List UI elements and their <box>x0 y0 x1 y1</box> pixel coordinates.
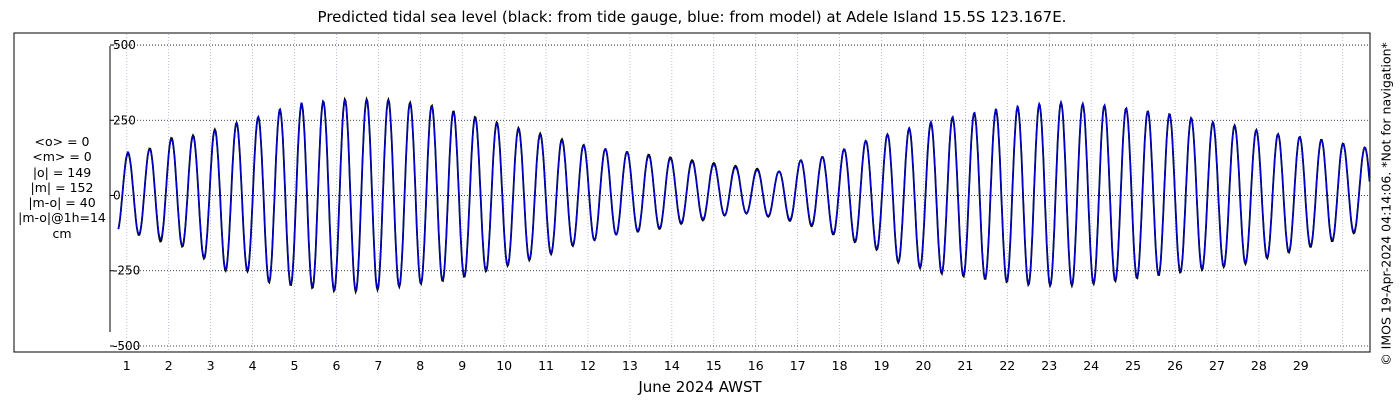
x-tick-label: 3 <box>207 358 215 373</box>
x-tick-label: 28 <box>1251 358 1267 373</box>
x-tick-label: 21 <box>957 358 973 373</box>
x-tick-label: 16 <box>748 358 764 373</box>
x-tick-label: 12 <box>580 358 596 373</box>
x-axis-label: June 2024 AWST <box>637 378 762 396</box>
y-tick-label: 250 <box>113 113 136 127</box>
x-tick-label: 9 <box>458 358 466 373</box>
x-tick-label: 25 <box>1125 358 1141 373</box>
x-tick-label: 29 <box>1293 358 1309 373</box>
copyright-notice: © IMOS 19-Apr-2024 04:14:06. *Not for na… <box>1378 24 1394 384</box>
x-tick-label: 17 <box>790 358 806 373</box>
x-tick-label: 24 <box>1083 358 1099 373</box>
stat-line-mean-model: <m> = 0 <box>32 149 92 165</box>
x-tick-label: 26 <box>1167 358 1183 373</box>
x-axis-ticks: 1 2 3 4 5 6 7 8 9 10 11 12 13 14 15 16 17 18 19 20 21 22 23 24 2… <box>123 358 1309 373</box>
x-tick-label: 23 <box>1041 358 1057 373</box>
x-tick-label: 4 <box>249 358 257 373</box>
x-tick-label: 27 <box>1209 358 1225 373</box>
y-axis-ticks: -500 -250 0 250 500 <box>110 38 140 353</box>
vertical-grid <box>126 34 1344 351</box>
x-tick-label: 13 <box>622 358 638 373</box>
stat-line-unit: cm <box>52 225 72 241</box>
x-tick-label: 18 <box>832 358 848 373</box>
series-layer <box>117 96 1371 295</box>
x-tick-label: 5 <box>291 358 299 373</box>
x-tick-label: 14 <box>664 358 680 373</box>
y-tick-label: 500 <box>113 38 136 52</box>
x-tick-label: 10 <box>496 358 512 373</box>
y-tick-label: -250 <box>113 264 140 278</box>
copyright-text: © IMOS 19-Apr-2024 04:14:06. *Not for na… <box>1378 42 1394 366</box>
chart-title: Predicted tidal sea level (black: from t… <box>317 8 1067 26</box>
x-tick-label: 8 <box>416 358 424 373</box>
x-tick-label: 6 <box>332 358 340 373</box>
stat-line-abs-difference: |m-o| = 40 <box>28 195 96 211</box>
y-tick-label: -500 <box>113 339 140 353</box>
x-tick-label: 7 <box>374 358 382 373</box>
stat-line-abs-observed: |o| = 149 <box>32 164 92 180</box>
stat-line-mean-observed: <o> = 0 <box>34 134 90 149</box>
x-tick-label: 1 <box>123 358 131 373</box>
series-line-model <box>117 98 1371 293</box>
stat-line-difference-1h: |m-o|@1h=14 <box>18 210 106 226</box>
y-tick-label: 0 <box>113 189 121 203</box>
x-tick-label: 15 <box>706 358 722 373</box>
x-tick-label: 22 <box>999 358 1015 373</box>
plot-frame <box>13 32 1371 353</box>
statistics-panel: <o> = 0 <m> = 0 |o| = 149 |m| = 152 |m-o… <box>14 134 110 241</box>
x-tick-label: 19 <box>874 358 890 373</box>
stat-line-abs-model: |m| = 152 <box>30 179 94 195</box>
x-tick-label: 11 <box>538 358 554 373</box>
x-tick-label: 20 <box>915 358 931 373</box>
x-tick-label: 2 <box>165 358 173 373</box>
